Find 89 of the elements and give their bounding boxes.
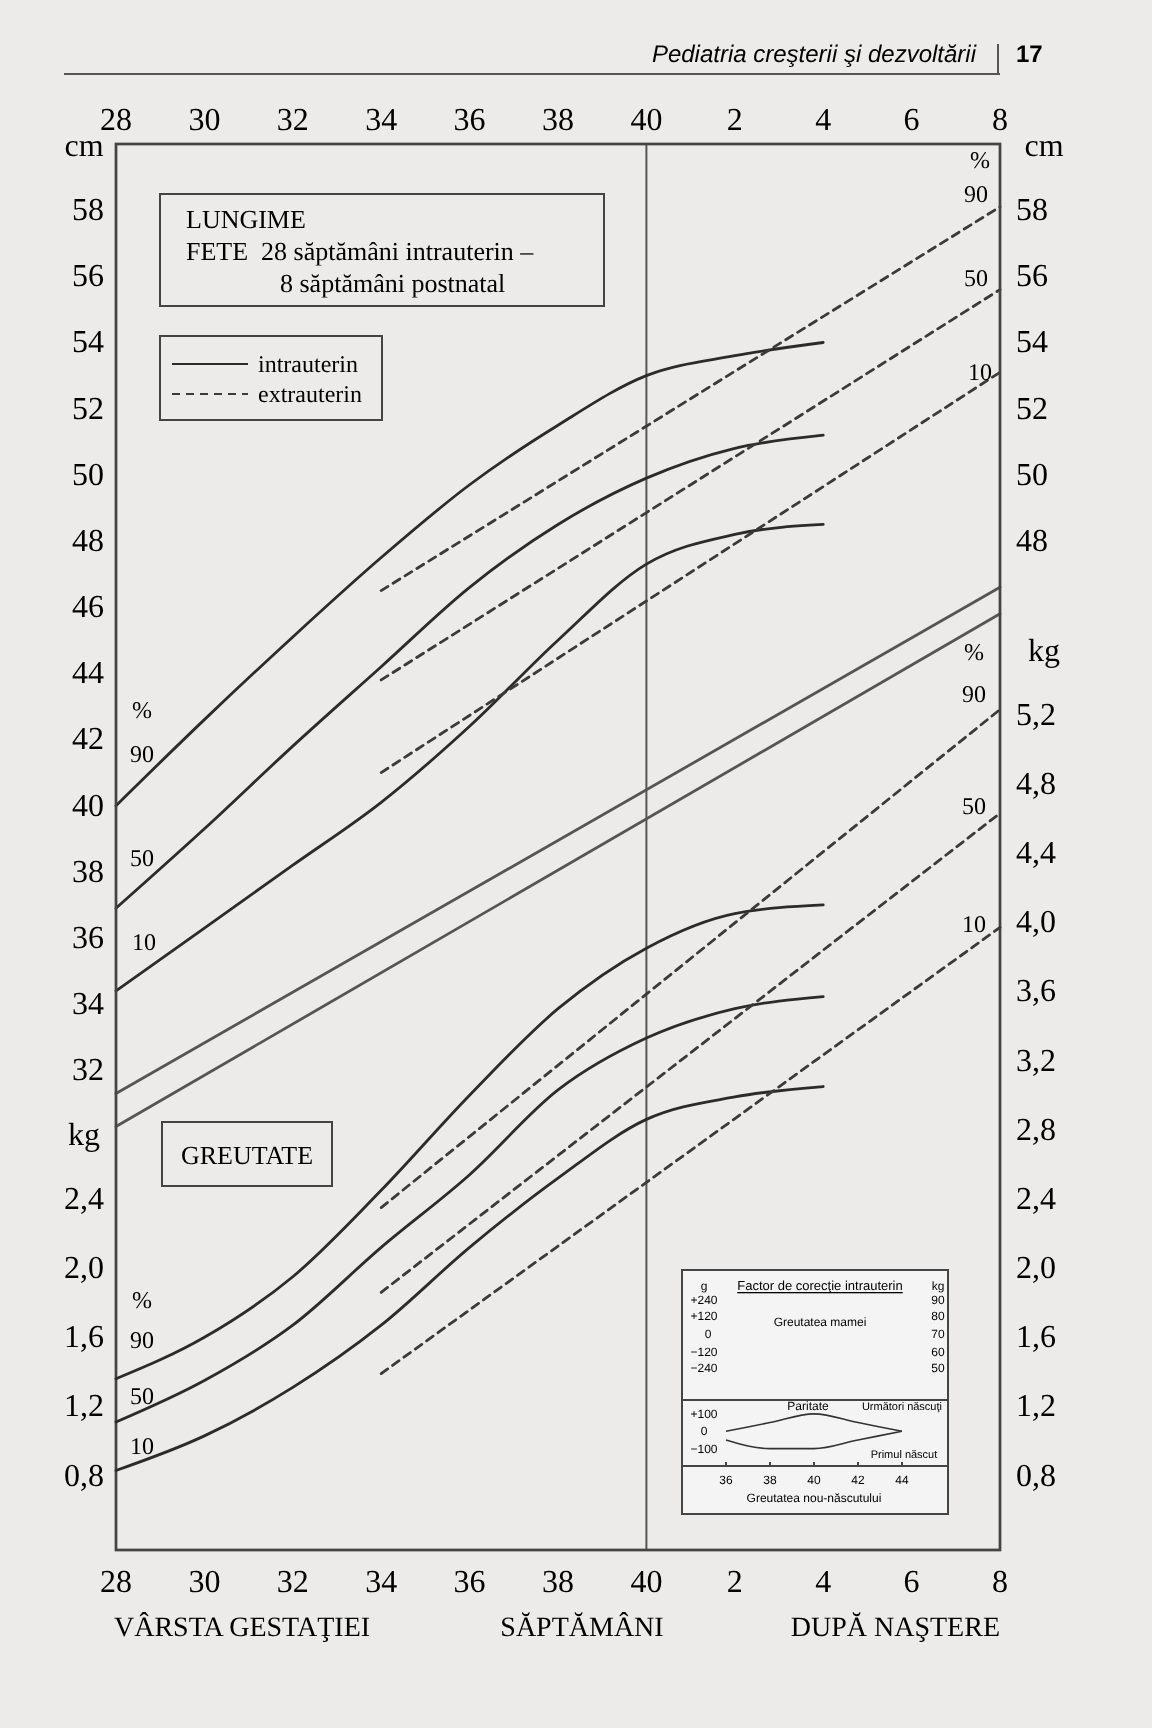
x-tick-label: 30 (188, 104, 221, 138)
x-tick-label: 36 (453, 1566, 486, 1600)
text: 17 (1016, 40, 1044, 68)
y2-tick-label: 58 (1016, 194, 1048, 229)
text: DUPĂ NAŞTERE (790, 1612, 1000, 1644)
y-tick-label: 58 (72, 194, 104, 229)
y2-tick-label: 1,2 (1016, 1390, 1056, 1425)
text: FETE 28 săptămâni intrauterin – 8 săptămâni postnatal (186, 236, 535, 298)
y2-axis-title: cm (1024, 130, 1065, 165)
y-tick-label: 52 (72, 392, 104, 427)
annotation: 90 (130, 1326, 154, 1354)
y2-tick-label: 50 (1016, 458, 1048, 493)
annotation: % (970, 146, 990, 174)
y-axis-title: cm (64, 130, 105, 165)
x2-tick-label: 8 (992, 1566, 1008, 1600)
y2-tick-label: 48 (1016, 524, 1048, 559)
x-tick-label: 38 (542, 1566, 574, 1600)
y2-tick-label: 4,8 (1016, 767, 1056, 802)
annotation: % (132, 1286, 152, 1314)
annotation: % (964, 638, 984, 666)
y2-tick-label: 2,0 (1016, 1252, 1056, 1287)
x2-tick-label: 8 (992, 104, 1008, 138)
x2-tick-label: 6 (903, 104, 920, 138)
y2-tick-label: 54 (1016, 326, 1048, 361)
y-tick-label: 0,8 (64, 1459, 104, 1494)
annotation: 50 (964, 264, 988, 292)
annotation: 90 (962, 680, 986, 708)
y2-tick-label: 56 (1016, 260, 1048, 295)
x-tick-label: 30 (188, 1566, 221, 1600)
x2-tick-label: 4 (815, 1566, 832, 1600)
y2-tick-label: 0,8 (1016, 1459, 1056, 1494)
y2-tick-label: 1,6 (1016, 1321, 1056, 1356)
x-tick-label: 36 (453, 104, 486, 138)
y-tick-label: 36 (72, 921, 104, 956)
y-tick-label: 2,4 (64, 1182, 104, 1217)
y-tick-label: 54 (72, 326, 104, 361)
y2-tick-label: 2,8 (1016, 1113, 1056, 1148)
y2-tick-label: 4,4 (1016, 837, 1056, 872)
y-tick-label: 1,2 (64, 1390, 104, 1425)
y-tick-label: 46 (72, 591, 104, 626)
text: Pediatria creşterii şi dezvoltării (651, 40, 977, 68)
y2-tick-label: 2,4 (1016, 1182, 1056, 1217)
y-axis-title: kg (68, 1118, 100, 1153)
x-tick-label: 34 (365, 1566, 398, 1600)
annotation: 10 (968, 358, 992, 386)
annotation: 10 (962, 910, 986, 938)
legend-label: intrauterin (258, 350, 358, 378)
x-tick-label: 32 (276, 104, 309, 138)
y2-tick-label: 4,0 (1016, 906, 1056, 941)
annotation: 50 (130, 844, 154, 872)
y2-tick-label: 5,2 (1016, 698, 1056, 733)
annotation: 10 (132, 928, 156, 956)
x2-tick-label: 2 (726, 1566, 743, 1600)
annotation: 50 (130, 1382, 154, 1410)
y-tick-label: 44 (72, 657, 104, 692)
x2-tick-label: 2 (726, 104, 743, 138)
y-tick-label: 40 (72, 789, 104, 824)
x2-tick-label: 6 (903, 1566, 920, 1600)
x-axis-title: SĂPTĂMÂNI (500, 1610, 665, 1644)
x-tick-label: 40 (630, 104, 663, 138)
y-tick-label: 32 (72, 1054, 104, 1089)
annotation: 90 (130, 740, 154, 768)
x-tick-label: 28 (100, 104, 132, 138)
x-tick-label: 32 (276, 1566, 309, 1600)
y2-axis-title: kg (1028, 634, 1060, 669)
text: LUNGIME (186, 204, 306, 234)
x-tick-label: 38 (542, 104, 574, 138)
y-tick-label: 2,0 (64, 1252, 104, 1287)
x-tick-label: 28 (100, 1566, 132, 1600)
y-tick-label: 50 (72, 458, 104, 493)
y2-tick-label: 3,2 (1016, 1044, 1056, 1079)
y-tick-label: 56 (72, 260, 104, 295)
text: GREUTATE (180, 1140, 314, 1170)
y-tick-label: 48 (72, 524, 104, 559)
annotation: 50 (962, 792, 986, 820)
annotation: 90 (964, 180, 988, 208)
y-tick-label: 42 (72, 723, 104, 758)
x-tick-label: 40 (630, 1566, 663, 1600)
x2-tick-label: 4 (815, 104, 832, 138)
y-tick-label: 34 (72, 988, 104, 1023)
annotation: 10 (130, 1432, 154, 1460)
legend-label: extrauterin (258, 380, 362, 408)
y-tick-label: 38 (72, 855, 104, 890)
x-tick-label: 34 (365, 104, 398, 138)
y2-tick-label: 3,6 (1016, 975, 1056, 1010)
text: VÂRSTA GESTAŢIEI (114, 1610, 371, 1644)
annotation: % (132, 696, 152, 724)
y2-tick-label: 52 (1016, 392, 1048, 427)
y-tick-label: 1,6 (64, 1321, 104, 1356)
